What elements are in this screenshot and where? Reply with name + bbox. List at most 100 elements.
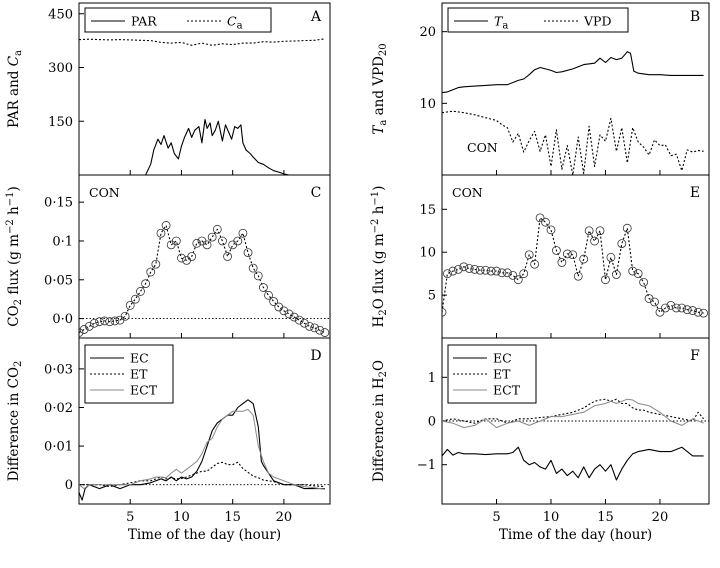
- data-point: [315, 325, 325, 335]
- data-point: [579, 254, 589, 264]
- data-point: [530, 259, 540, 269]
- data-point: [666, 300, 676, 310]
- series-line-ca: [79, 38, 325, 46]
- data-point: [699, 308, 708, 318]
- data-point: [633, 269, 643, 279]
- panel-d: 0 0·01 0·02 0·03 5 10 15 20 Time of the day (hou…: [6, 337, 331, 543]
- series-line-et: [79, 461, 325, 488]
- data-point: [243, 248, 253, 258]
- x-tick-label: 5: [126, 510, 134, 525]
- series-line-par: [145, 118, 290, 175]
- data-point: [448, 266, 458, 276]
- data-point: [628, 266, 638, 276]
- data-point: [661, 303, 670, 313]
- y-tick-label: 10: [419, 97, 436, 112]
- series-line-ect: [79, 408, 325, 490]
- series-line-vpd: [442, 110, 704, 175]
- series-line-ect: [442, 398, 704, 429]
- y-tick-label: 0: [428, 415, 436, 430]
- data-point: [125, 300, 135, 310]
- data-point: [79, 325, 89, 334]
- legend-label: PAR: [131, 14, 157, 29]
- treatment-tag: CON: [89, 185, 120, 200]
- panel-letter: D: [310, 348, 321, 364]
- y-tick-label: 0: [65, 478, 73, 493]
- y-axis-label: H2O flux (g m−2 h−1): [370, 186, 389, 328]
- data-point: [622, 223, 632, 233]
- x-axis-label: Time of the day (hour): [499, 527, 652, 543]
- data-point: [207, 232, 217, 242]
- data-point: [156, 228, 166, 238]
- data-point: [568, 250, 578, 260]
- x-axis-label: Time of the day (hour): [128, 527, 281, 543]
- data-point: [264, 290, 273, 300]
- data-point: [475, 265, 485, 275]
- legend-label: ET: [493, 367, 511, 382]
- treatment-tag: CON: [452, 185, 483, 200]
- plot-area: [442, 51, 704, 175]
- panel-frame: [78, 337, 331, 505]
- y-tick-label: 0·1: [52, 234, 73, 249]
- data-point: [595, 226, 605, 236]
- treatment-tag: CON: [467, 140, 498, 155]
- y-tick-label: 20: [419, 25, 436, 40]
- data-point: [218, 236, 227, 246]
- data-point: [299, 318, 309, 328]
- data-point: [519, 269, 529, 279]
- data-point: [524, 250, 534, 260]
- y-tick-label: 15: [419, 203, 436, 218]
- data-point: [192, 238, 202, 248]
- data-point: [202, 240, 212, 250]
- legend-label: ECT: [493, 383, 521, 398]
- data-point: [442, 307, 447, 317]
- data-point: [238, 228, 248, 238]
- data-point: [557, 258, 567, 267]
- y-axis-label: Difference in H2O: [371, 360, 389, 482]
- legend-box: [84, 7, 272, 33]
- data-point: [100, 316, 110, 326]
- legend-box: [447, 7, 629, 33]
- y-tick-label: 1: [428, 371, 436, 386]
- data-point: [513, 275, 523, 285]
- data-point: [161, 221, 171, 230]
- data-point: [541, 217, 550, 227]
- data-point: [650, 297, 659, 307]
- data-point: [233, 236, 243, 246]
- panel-letter: E: [690, 185, 700, 201]
- series-line-et: [442, 398, 705, 424]
- y-tick-label: 5: [428, 289, 436, 304]
- series-line-ta: [442, 51, 704, 94]
- x-tick-label: 20: [276, 510, 293, 525]
- y-axis-label: PAR and Ca: [6, 50, 24, 128]
- plot-area: [79, 221, 330, 337]
- data-point: [151, 259, 161, 269]
- data-point: [508, 270, 518, 280]
- panel-c: 0·0 0·05 0·1 0·15 CO2 flux (g m−2 h−1) C CON: [5, 174, 331, 339]
- y-tick-label: 0·05: [44, 273, 73, 288]
- y-tick-label: 450: [48, 7, 73, 22]
- legend-label: Ta: [494, 14, 508, 32]
- data-point: [693, 307, 703, 317]
- data-point: [606, 252, 616, 262]
- data-point: [464, 264, 474, 273]
- data-point: [269, 297, 279, 306]
- data-point: [562, 249, 572, 259]
- data-point: [305, 321, 314, 331]
- series-line-ec: [442, 446, 704, 481]
- data-point: [105, 317, 115, 327]
- data-point: [84, 321, 94, 331]
- panel-e: 5 10 15 H2O flux (g m−2 h−1) E CON: [370, 174, 710, 339]
- data-point: [677, 303, 687, 313]
- data-point: [253, 271, 263, 281]
- data-point: [535, 213, 545, 223]
- x-tick-label: 10: [543, 510, 560, 525]
- data-point: [573, 271, 583, 281]
- data-point: [146, 267, 156, 277]
- data-point: [502, 268, 512, 278]
- x-tick-label: 20: [652, 510, 669, 525]
- data-point: [248, 263, 258, 273]
- data-point: [294, 315, 304, 325]
